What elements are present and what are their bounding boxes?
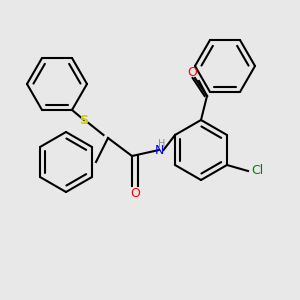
Text: N: N — [154, 143, 164, 157]
Text: Cl: Cl — [251, 164, 263, 178]
Text: S: S — [80, 113, 88, 127]
Text: O: O — [187, 65, 197, 79]
Text: O: O — [130, 187, 140, 200]
Text: H: H — [158, 139, 166, 149]
